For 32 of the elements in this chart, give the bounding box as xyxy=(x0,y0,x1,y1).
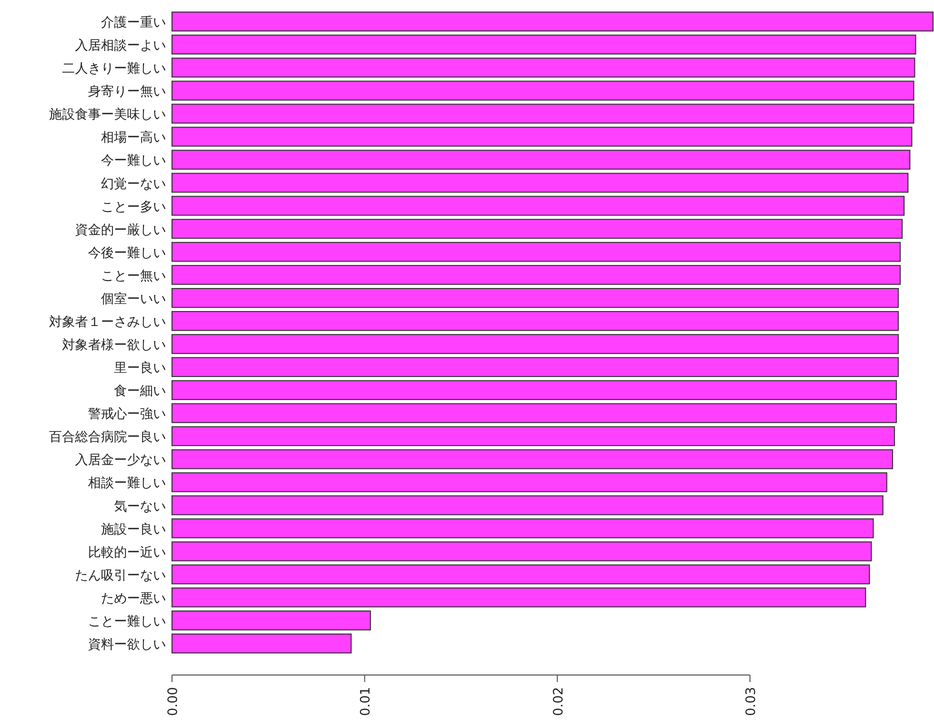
y-tick-label: 幻覚ーない xyxy=(101,176,166,192)
y-tick-label: 資金的ー厳しい xyxy=(75,222,166,238)
x-tick-label: 0.03 xyxy=(744,687,759,716)
y-tick-label: 相談ー難しい xyxy=(88,476,166,492)
x-tick-label: 0.02 xyxy=(551,687,566,716)
y-tick-label: ことー無い xyxy=(101,268,166,284)
y-tick-label: 今後ー難しい xyxy=(88,246,166,261)
y-tick-label: 今ー難しい xyxy=(101,154,166,169)
y-tick-label: 身寄りー無い xyxy=(88,84,166,100)
y-tick-label: 資料ー欲しい xyxy=(88,637,166,652)
y-tick-label: 対象者１ーさみしい xyxy=(49,314,166,330)
y-tick-label: 比較的ー近い xyxy=(88,545,166,560)
y-tick-label: ことー多い xyxy=(101,200,166,215)
y-tick-label: ためー悪い xyxy=(101,591,166,606)
y-tick-label: 警戒心ー強い xyxy=(88,406,166,422)
y-tick-label: 相場ー高い xyxy=(101,130,166,146)
y-tick-label: 介護ー重い xyxy=(101,16,166,31)
y-tick-label: ことー難しい xyxy=(88,614,166,630)
y-tick-label: 食ー細い xyxy=(114,384,166,400)
y-tick-label: 気ーない xyxy=(114,499,166,514)
y-tick-label: 施設ー良い xyxy=(101,522,166,538)
y-tick-label: 里ー良い xyxy=(114,361,166,376)
x-tick-label: 0.00 xyxy=(166,687,181,716)
x-tick-label: 0.01 xyxy=(358,687,374,716)
y-tick-label: 二人きりー難しい xyxy=(62,62,166,77)
y-tick-label: 入居相談ーよい xyxy=(75,38,166,54)
y-tick-label: 個室ーいい xyxy=(101,290,166,307)
y-tick-label: 百合総合病院ー良い xyxy=(49,430,166,446)
y-tick-label: 対象者様ー欲しい xyxy=(62,337,166,354)
y-tick-label: 施設食事ー美味しい xyxy=(49,106,166,123)
y-tick-label: 入居金ー少ない xyxy=(75,453,166,468)
y-tick-label: たん吸引ーない xyxy=(75,568,166,584)
